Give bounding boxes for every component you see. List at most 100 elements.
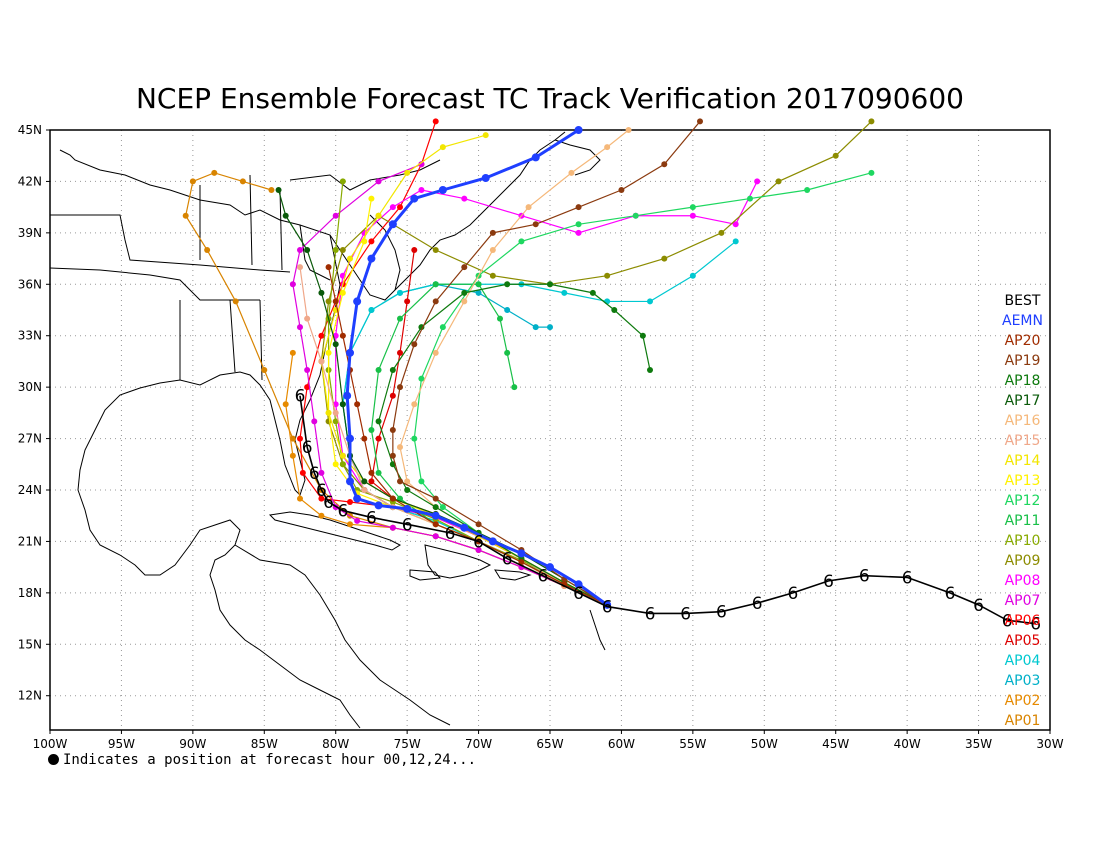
track-point	[299, 469, 306, 476]
track-point	[297, 495, 303, 502]
track-point	[489, 247, 496, 253]
track-point	[747, 195, 753, 202]
track-point	[268, 187, 275, 193]
track-point	[375, 367, 382, 373]
track-point	[347, 499, 353, 505]
track-point	[518, 238, 525, 245]
track-point	[547, 324, 553, 331]
track-point	[304, 315, 311, 322]
track-point	[410, 194, 419, 203]
hurricane-symbol-icon: 6	[323, 493, 334, 513]
track-point	[397, 289, 403, 296]
coastlines	[49, 131, 606, 729]
track-point	[404, 478, 411, 485]
track-point	[718, 229, 725, 236]
y-tick-label: 21N	[18, 534, 42, 548]
track-point	[411, 401, 418, 408]
y-tick-label: 15N	[18, 637, 42, 651]
track-point	[318, 495, 325, 502]
track-point	[354, 517, 361, 524]
hurricane-symbol-icon: 6	[680, 604, 691, 624]
track-point	[481, 174, 490, 182]
track-point	[575, 221, 582, 228]
x-tick-label: 100W	[33, 737, 68, 751]
legend-item-ap12: AP12	[1004, 493, 1041, 509]
track-point	[332, 461, 339, 468]
track-point	[639, 332, 646, 339]
x-tick-label: 90W	[179, 737, 206, 751]
track-point	[439, 324, 446, 331]
track-ap04	[339, 238, 739, 608]
track-point	[475, 547, 482, 553]
track-line	[370, 283, 608, 606]
track-point	[504, 307, 511, 313]
legend-item-ap05: AP05	[1004, 633, 1041, 649]
track-point	[482, 132, 489, 139]
track-point	[332, 341, 339, 348]
legend-item-ap18: AP18	[1004, 373, 1041, 389]
track-point	[289, 281, 296, 288]
y-tick-label: 30N	[18, 380, 42, 394]
hurricane-symbol-icon: 6	[945, 584, 956, 604]
track-point	[438, 186, 447, 194]
track-point	[289, 435, 296, 442]
track-point	[397, 315, 403, 322]
track-ap02	[282, 349, 611, 608]
track-point	[375, 469, 382, 476]
track-point	[461, 298, 468, 305]
x-tick-label: 80W	[322, 737, 349, 751]
hurricane-symbol-icon: 6	[316, 481, 327, 501]
track-point	[504, 349, 511, 356]
track-point	[547, 281, 553, 288]
track-point	[339, 452, 346, 459]
track-point	[367, 254, 376, 263]
track-point	[418, 478, 425, 485]
track-point	[432, 495, 439, 502]
track-point	[868, 169, 875, 176]
track-point	[368, 478, 375, 485]
hurricane-symbol-icon: 6	[573, 584, 584, 604]
track-point	[432, 533, 439, 540]
track-point	[531, 153, 540, 162]
track-point	[361, 435, 368, 442]
track-point	[339, 401, 346, 408]
track-point	[432, 118, 439, 125]
track-point	[604, 272, 611, 279]
legend-item-ap08: AP08	[1004, 573, 1041, 589]
track-point	[389, 524, 396, 531]
hurricane-symbol-icon: 6	[445, 524, 456, 544]
track-point	[318, 289, 325, 296]
x-tick-label: 85W	[251, 737, 278, 751]
track-point	[439, 144, 446, 151]
track-point	[332, 212, 339, 219]
track-point	[625, 127, 632, 133]
track-point	[497, 315, 503, 322]
track-ap01	[182, 169, 611, 608]
track-point	[304, 247, 311, 253]
footnote: Indicates a position at forecast hour 00…	[48, 752, 476, 768]
hurricane-symbol-icon: 6	[309, 464, 320, 484]
track-point	[689, 204, 696, 211]
hurricane-symbol-icon: 6	[1030, 615, 1041, 635]
x-tick-label: 55W	[679, 737, 706, 751]
track-point	[339, 178, 346, 185]
track-ap11	[368, 281, 611, 608]
track-point	[353, 297, 362, 306]
track-point	[346, 477, 354, 486]
track-point	[546, 563, 554, 572]
track-point	[189, 178, 196, 185]
track-line	[342, 283, 608, 606]
track-point	[311, 418, 318, 425]
track-point	[432, 349, 439, 356]
track-point	[504, 281, 511, 288]
track-point	[304, 367, 311, 373]
y-tick-label: 27N	[18, 432, 42, 446]
track-point	[632, 212, 639, 219]
track-line	[392, 121, 701, 606]
hurricane-symbol-icon: 6	[787, 584, 798, 604]
track-point	[403, 504, 412, 513]
legend-item-ap06: AP06	[1004, 613, 1041, 629]
track-point	[418, 375, 425, 382]
y-tick-label: 33N	[18, 329, 42, 343]
